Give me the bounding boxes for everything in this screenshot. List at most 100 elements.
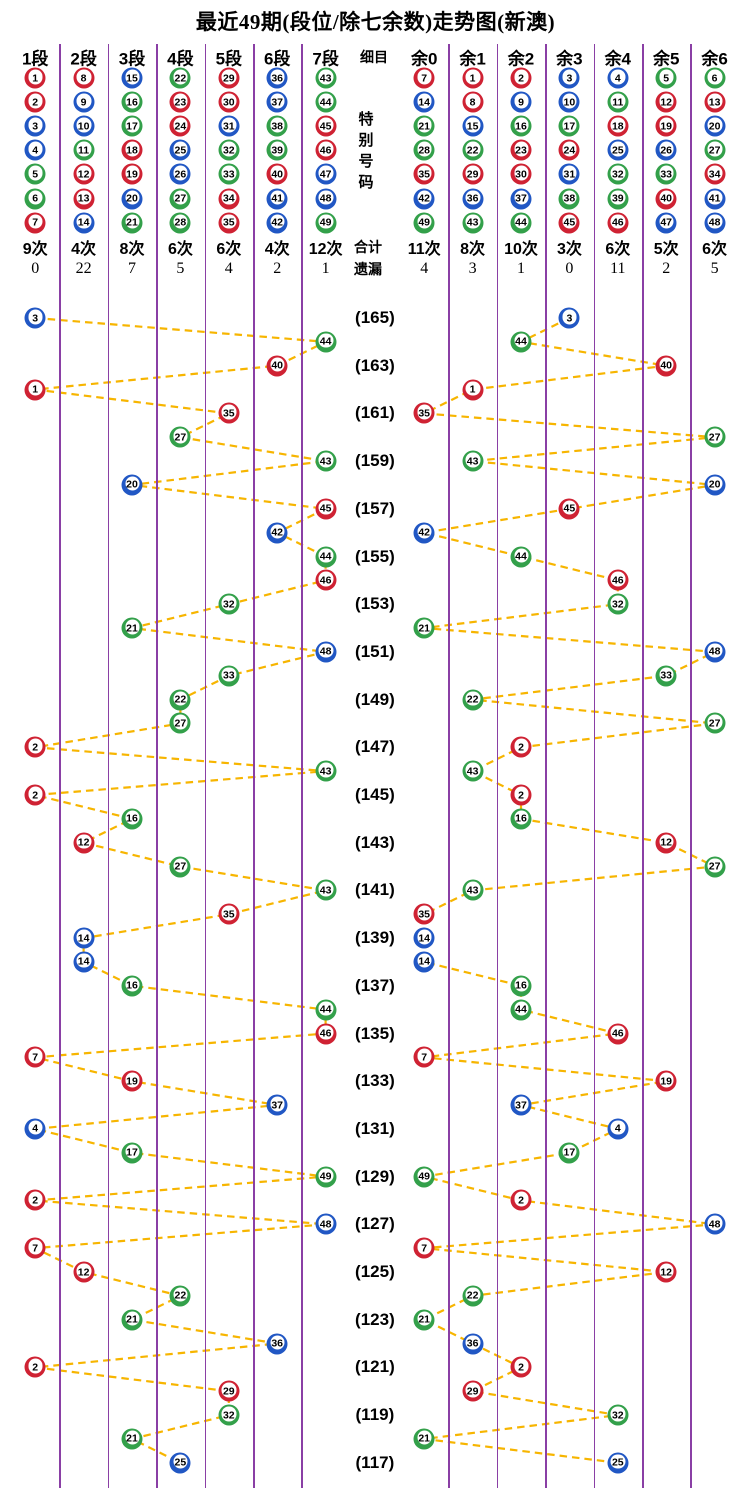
ball-number: 49 bbox=[319, 1170, 332, 1183]
ball-highlight bbox=[173, 190, 188, 205]
ball-highlight bbox=[610, 165, 626, 181]
grid-line bbox=[496, 44, 499, 1488]
ball-highlight bbox=[173, 214, 188, 229]
period-label: (165) bbox=[355, 308, 395, 327]
ball-number: 6 bbox=[32, 192, 39, 205]
ball-highlight bbox=[270, 93, 285, 109]
ball-highlight bbox=[659, 214, 674, 229]
chart-ball-segment: 44 bbox=[315, 546, 337, 567]
legend-ball: 38 bbox=[266, 115, 288, 137]
ball-number: 14 bbox=[418, 932, 431, 945]
column-miss-remainder-4: 11 bbox=[610, 260, 626, 277]
ball-number: 47 bbox=[319, 168, 332, 181]
column-header-remainder-1: 余1 bbox=[459, 49, 486, 69]
ball-highlight bbox=[659, 1072, 674, 1088]
ball-number: 12 bbox=[660, 836, 673, 849]
ball-highlight bbox=[125, 977, 140, 992]
legend-ball: 30 bbox=[218, 91, 240, 113]
legend-ball: 42 bbox=[266, 212, 288, 234]
ball-number: 43 bbox=[466, 455, 479, 468]
legend-ball: 27 bbox=[169, 188, 191, 209]
ball-number: 40 bbox=[660, 359, 673, 372]
ball-highlight bbox=[28, 69, 43, 84]
chart-ball-remainder: 20 bbox=[704, 474, 726, 496]
column-header-remainder-5: 余5 bbox=[652, 49, 680, 69]
column-total-segment-6: 12次 bbox=[308, 241, 343, 258]
ball-highlight bbox=[125, 190, 140, 205]
ball-highlight bbox=[465, 93, 481, 109]
ball-number: 19 bbox=[660, 120, 673, 133]
period-label: (131) bbox=[355, 1118, 395, 1138]
column-miss-segment-3: 5 bbox=[176, 260, 185, 277]
ball-highlight bbox=[514, 93, 529, 109]
ball-number: 43 bbox=[466, 216, 479, 229]
ball-number: 38 bbox=[271, 120, 284, 133]
ball-number: 16 bbox=[126, 979, 138, 992]
ball-number: 21 bbox=[418, 1313, 431, 1326]
detail-column-header: 细目 bbox=[360, 51, 388, 66]
ball-highlight bbox=[270, 165, 285, 181]
ball-highlight bbox=[417, 1311, 432, 1326]
legend-ball: 26 bbox=[655, 139, 677, 161]
chart-ball-segment: 46 bbox=[315, 569, 337, 591]
legend-ball: 43 bbox=[462, 212, 484, 234]
ball-number: 32 bbox=[611, 168, 624, 181]
ball-number: 15 bbox=[126, 72, 138, 84]
ball-highlight bbox=[173, 714, 188, 730]
ball-number: 43 bbox=[319, 72, 332, 84]
ball-number: 7 bbox=[32, 1242, 39, 1255]
legend-ball: 28 bbox=[413, 139, 435, 161]
legend-ball: 39 bbox=[266, 139, 288, 161]
column-miss-segment-6: 1 bbox=[321, 260, 330, 277]
ball-number: 36 bbox=[271, 1337, 284, 1350]
total-row-label: 合计 bbox=[354, 241, 382, 256]
ball-highlight bbox=[28, 141, 43, 157]
legend-ball: 27 bbox=[704, 139, 726, 161]
legend-ball: 6 bbox=[24, 188, 46, 209]
ball-number: 18 bbox=[611, 120, 624, 133]
ball-highlight bbox=[76, 1263, 92, 1278]
legend-ball: 7 bbox=[413, 67, 435, 89]
ball-highlight bbox=[28, 93, 43, 109]
column-miss-segment-0: 0 bbox=[31, 260, 40, 277]
column-total-segment-5: 4次 bbox=[264, 241, 290, 258]
column-miss-segment-2: 7 bbox=[128, 260, 136, 277]
chart-ball-remainder: 12 bbox=[655, 1261, 677, 1283]
chart-ball-remainder: 21 bbox=[413, 617, 435, 639]
ball-number: 45 bbox=[319, 502, 332, 515]
legend-ball: 3 bbox=[24, 115, 46, 137]
chart-ball-segment: 19 bbox=[121, 1070, 143, 1092]
ball-number: 21 bbox=[126, 216, 138, 229]
ball-highlight bbox=[707, 190, 723, 205]
ball-highlight bbox=[270, 524, 285, 539]
legend-ball: 25 bbox=[607, 139, 629, 161]
legend-ball: 21 bbox=[413, 115, 435, 137]
column-miss-remainder-3: 0 bbox=[565, 260, 574, 277]
column-header-remainder-3: 余3 bbox=[556, 49, 583, 69]
ball-highlight bbox=[76, 141, 92, 157]
ball-number: 45 bbox=[319, 120, 332, 133]
column-header-segment-4: 5段 bbox=[215, 49, 243, 69]
ball-highlight bbox=[562, 93, 577, 109]
ball-number: 9 bbox=[518, 96, 524, 109]
ball-number: 16 bbox=[126, 96, 138, 109]
ball-number: 20 bbox=[126, 192, 138, 205]
ball-highlight bbox=[221, 667, 237, 682]
ball-highlight bbox=[417, 1168, 432, 1183]
ball-highlight bbox=[417, 1430, 432, 1445]
ball-number: 3 bbox=[32, 120, 39, 133]
ball-number: 44 bbox=[515, 1003, 527, 1016]
chart-ball-segment: 22 bbox=[169, 1285, 191, 1307]
ball-number: 29 bbox=[222, 72, 235, 84]
ball-number: 22 bbox=[174, 72, 187, 84]
ball-highlight bbox=[221, 165, 237, 181]
ball-highlight bbox=[417, 905, 432, 921]
chart-ball-remainder: 49 bbox=[413, 1166, 435, 1188]
ball-highlight bbox=[125, 117, 140, 133]
ball-number: 48 bbox=[708, 1218, 721, 1231]
ball-highlight bbox=[659, 165, 674, 181]
ball-highlight bbox=[76, 117, 92, 133]
column-header-segment-0: 1段 bbox=[21, 49, 49, 69]
chart-ball-remainder: 43 bbox=[462, 879, 484, 901]
legend-ball: 17 bbox=[558, 115, 580, 137]
